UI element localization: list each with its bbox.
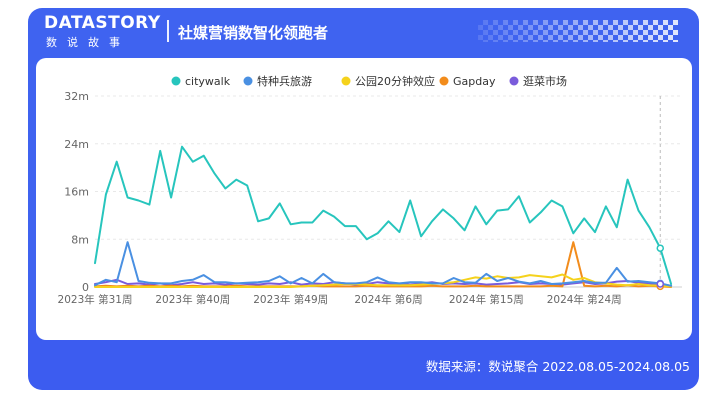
legend-marker — [341, 76, 351, 86]
series-line — [94, 241, 673, 288]
legend-label: 特种兵旅游 — [257, 74, 312, 88]
x-tick-label: 2024年 第6周 — [354, 293, 422, 306]
data-source-text: 数据来源：数说聚合 2022.08.05-2024.08.05 — [425, 359, 690, 374]
footer-band — [28, 330, 699, 390]
logo-subtitle: 数说故事 — [46, 36, 130, 49]
x-tick-label: 2023年 第31周 — [58, 293, 133, 306]
legend-marker — [243, 76, 253, 86]
highlight-point — [656, 280, 665, 288]
series-line — [94, 278, 673, 287]
series-line — [94, 241, 673, 287]
line-chart: 0 8m 16m 24m 32m 2023年 第31周 2023年 第40周 2023年 第4… — [58, 74, 682, 306]
y-tick-label: 32m — [64, 90, 89, 103]
x-tick-label: 2023年 第49周 — [253, 293, 328, 306]
series-line — [94, 145, 673, 285]
legend-marker — [439, 76, 449, 86]
y-tick-label: 8m — [71, 233, 89, 246]
series-line — [94, 273, 673, 288]
legend-label: citywalk — [185, 75, 231, 88]
y-tick-label: 0 — [82, 281, 89, 294]
legend-marker — [171, 76, 181, 86]
x-tick-label: 2024年 第24周 — [547, 293, 622, 306]
legend-marker — [509, 76, 519, 86]
legend-label: Gapday — [453, 75, 496, 88]
header-divider — [167, 20, 169, 42]
legend-label: 逛菜市场 — [523, 74, 567, 88]
logo-wordmark: DATASTORY — [44, 13, 161, 33]
chart-card: 0 8m 16m 24m 32m 2023年 第31周 2023年 第40周 2023年 第4… — [36, 58, 692, 340]
page-title: 社媒营销数智化领跑者 — [178, 24, 329, 42]
checker-decoration — [478, 20, 678, 42]
legend-label: 公园20分钟效应 — [355, 74, 435, 88]
highlight-point — [656, 244, 665, 252]
datastory-logo: DATASTORY 数说故事 — [44, 13, 164, 51]
x-tick-label: 2023年 第40周 — [155, 293, 230, 306]
y-tick-label: 24m — [64, 138, 89, 151]
y-tick-label: 16m — [64, 186, 89, 199]
x-tick-label: 2024年 第15周 — [449, 293, 524, 306]
